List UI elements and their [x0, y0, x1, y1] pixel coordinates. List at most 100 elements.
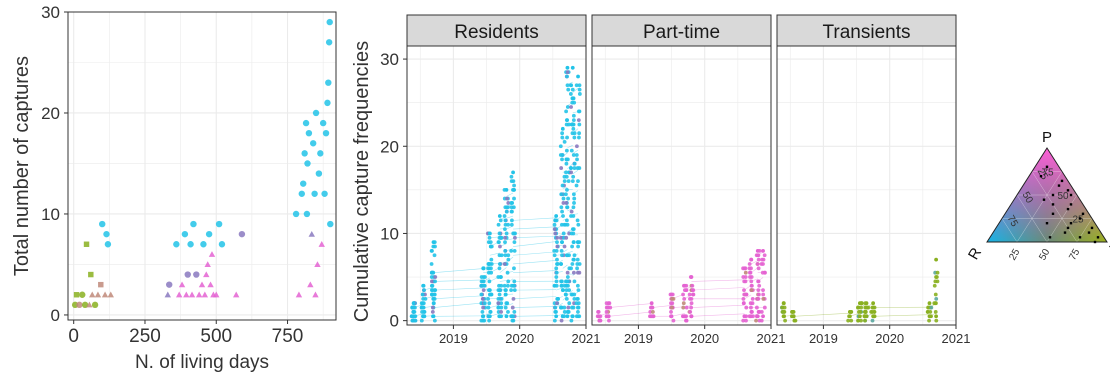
capture-point	[421, 301, 425, 305]
capture-point-top	[505, 188, 509, 192]
capture-point-base	[505, 314, 509, 318]
capture-point	[760, 310, 764, 314]
capture-point	[497, 297, 501, 301]
capture-point	[566, 306, 570, 310]
capture-point	[510, 223, 514, 227]
x-tick-label: 500	[200, 326, 232, 347]
capture-point-base	[690, 314, 694, 318]
capture-point	[565, 218, 569, 222]
capture-point	[929, 306, 933, 310]
capture-point	[506, 258, 510, 262]
capture-point	[487, 280, 491, 284]
capture-point	[761, 297, 765, 301]
capture-point-top	[761, 249, 765, 253]
capture-point	[503, 227, 507, 231]
capture-point	[413, 310, 417, 314]
capture-point-top	[782, 301, 786, 305]
capture-point	[682, 297, 686, 301]
capture-point	[488, 236, 492, 240]
capture-point	[572, 201, 576, 205]
data-point	[92, 302, 98, 308]
capture-point	[742, 293, 746, 297]
capture-point	[578, 92, 582, 96]
capture-point	[570, 210, 574, 214]
capture-point	[560, 223, 564, 227]
capture-point	[744, 306, 748, 310]
data-point	[311, 191, 317, 197]
capture-point	[506, 205, 510, 209]
capture-point	[555, 245, 559, 249]
data-point	[98, 282, 103, 287]
data-point	[303, 120, 309, 126]
capture-point	[506, 284, 510, 288]
capture-point-top	[554, 214, 558, 218]
capture-point	[756, 280, 760, 284]
capture-point	[555, 271, 559, 275]
capture-point	[554, 266, 558, 270]
data-point	[304, 211, 310, 217]
capture-point-top	[576, 75, 580, 79]
capture-point-base	[511, 314, 515, 318]
capture-point	[505, 197, 509, 201]
capture-point	[499, 310, 503, 314]
capture-point	[572, 271, 576, 275]
data-point	[310, 140, 316, 146]
ternary-point	[1070, 194, 1072, 196]
capture-point	[487, 319, 491, 323]
capture-point	[750, 288, 754, 292]
capture-point	[871, 319, 875, 323]
capture-point-base	[683, 314, 687, 318]
ternary-point	[1052, 203, 1054, 205]
capture-point	[564, 201, 568, 205]
capture-point	[572, 240, 576, 244]
capture-point	[511, 319, 515, 323]
capture-point	[751, 297, 755, 301]
capture-point	[757, 258, 761, 262]
capture-point	[503, 236, 507, 240]
capture-point	[762, 258, 766, 262]
capture-point	[936, 271, 940, 275]
capture-point-base	[782, 314, 786, 318]
capture-point	[570, 262, 574, 266]
ternary-point	[1058, 184, 1060, 186]
ternary-point	[1067, 208, 1069, 210]
capture-point	[570, 293, 574, 297]
capture-point-base	[498, 314, 502, 318]
capture-point-top	[412, 301, 416, 305]
capture-point	[561, 214, 565, 218]
ternary-point	[1070, 222, 1072, 224]
capture-point	[559, 144, 563, 148]
capture-point	[926, 310, 930, 314]
capture-point-top	[566, 66, 570, 70]
capture-point	[742, 288, 746, 292]
ternary-tick-label-right: 75	[1042, 168, 1054, 179]
capture-point	[561, 184, 565, 188]
capture-point	[749, 301, 753, 305]
x-tick-label: 2021	[942, 331, 971, 346]
capture-point	[512, 284, 516, 288]
capture-point	[565, 162, 569, 166]
capture-point	[749, 306, 753, 310]
capture-point-base	[858, 314, 862, 318]
capture-point-base	[928, 314, 932, 318]
capture-point	[690, 284, 694, 288]
capture-point	[934, 310, 938, 314]
capture-point-top	[858, 301, 862, 305]
capture-point	[431, 306, 435, 310]
capture-point	[503, 249, 507, 253]
capture-point	[481, 306, 485, 310]
capture-point	[562, 197, 566, 201]
capture-point	[757, 284, 761, 288]
capture-point-base	[848, 314, 852, 318]
ternary-point	[1046, 166, 1048, 168]
capture-point	[566, 88, 570, 92]
capture-point	[934, 301, 938, 305]
capture-point	[479, 284, 483, 288]
capture-point	[865, 306, 869, 310]
capture-point	[572, 96, 576, 100]
capture-point	[498, 288, 502, 292]
capture-point	[561, 288, 565, 292]
capture-point	[432, 301, 436, 305]
